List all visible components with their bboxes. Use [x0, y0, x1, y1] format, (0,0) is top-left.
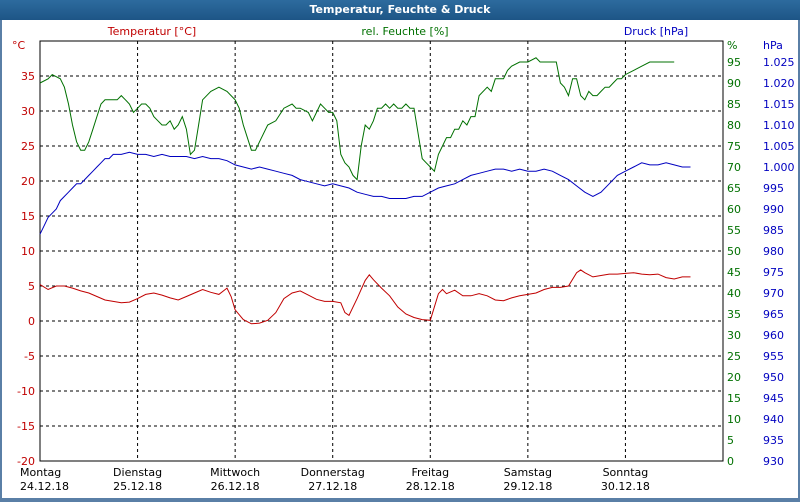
y-tick-label-humidity: 95	[727, 56, 741, 69]
y-tick-label-temperature: -5	[24, 350, 35, 363]
series-line-temperature	[39, 269, 691, 325]
y-tick-label-pressure: 985	[763, 224, 784, 237]
legend-temperature: Temperatur [°C]	[107, 25, 196, 38]
y-tick-label-pressure: 945	[763, 392, 784, 405]
y-tick-label-pressure: 995	[763, 182, 784, 195]
y-tick-label-pressure: 965	[763, 308, 784, 321]
x-tick-label-date: 29.12.18	[503, 480, 552, 493]
legend-humidity: rel. Feuchte [%]	[361, 25, 448, 38]
y-tick-label-pressure: 1.025	[763, 56, 795, 69]
y-tick-label-pressure: 1.010	[763, 119, 795, 132]
x-tick-label-date: 26.12.18	[211, 480, 260, 493]
axis-unit-temperature: °C	[12, 39, 26, 52]
chart-svg: -20 -15 -10 -5 0 5 10 15 20 25 30 35 0 5 10 15 20 25 30 35 4…	[12, 25, 795, 493]
x-tick-label-date: 24.12.18	[20, 480, 69, 493]
y-tick-label-temperature: -10	[17, 385, 35, 398]
y-tick-label-pressure: 970	[763, 287, 784, 300]
y-tick-label-temperature: -15	[17, 420, 35, 433]
x-tick-label-day: Mittwoch	[210, 466, 260, 479]
y-tick-label-humidity: 35	[727, 308, 741, 321]
y-tick-label-pressure: 940	[763, 413, 784, 426]
y-tick-label-humidity: 90	[727, 77, 741, 90]
y-tick-label-humidity: 25	[727, 350, 741, 363]
y-tick-label-humidity: 10	[727, 413, 741, 426]
series-line-pressure	[39, 151, 691, 235]
plot-area: -20 -15 -10 -5 0 5 10 15 20 25 30 35 0 5 10 15 20 25 30 35 4…	[2, 20, 798, 498]
y-tick-label-temperature: 35	[21, 70, 35, 83]
y-tick-label-pressure: 950	[763, 371, 784, 384]
y-tick-label-pressure: 975	[763, 266, 784, 279]
y-tick-label-pressure: 1.005	[763, 140, 795, 153]
y-tick-label-pressure: 980	[763, 245, 784, 258]
y-tick-label-temperature: 5	[28, 280, 35, 293]
y-tick-label-humidity: 0	[727, 455, 734, 468]
x-tick-label-day: Samstag	[504, 466, 552, 479]
y-tick-label-humidity: 50	[727, 245, 741, 258]
y-tick-label-humidity: 80	[727, 119, 741, 132]
y-tick-label-temperature: 25	[21, 140, 35, 153]
y-tick-label-pressure: 1.020	[763, 77, 795, 90]
x-tick-label-day: Freitag	[411, 466, 449, 479]
y-tick-label-pressure: 955	[763, 350, 784, 363]
y-tick-label-humidity: 70	[727, 161, 741, 174]
y-tick-label-humidity: 40	[727, 287, 741, 300]
x-tick-label-day: Dienstag	[113, 466, 162, 479]
y-tick-label-pressure: 960	[763, 329, 784, 342]
x-tick-label-day: Sonntag	[603, 466, 649, 479]
y-tick-label-humidity: 60	[727, 203, 741, 216]
axis-unit-humidity: %	[727, 39, 737, 52]
y-tick-label-pressure: 935	[763, 434, 784, 447]
y-tick-label-temperature: 10	[21, 245, 35, 258]
y-tick-label-pressure: 990	[763, 203, 784, 216]
y-tick-label-pressure: 1.000	[763, 161, 795, 174]
y-tick-label-humidity: 65	[727, 182, 741, 195]
window-title: Temperatur, Feuchte & Druck	[0, 0, 800, 20]
x-tick-label-day: Donnerstag	[301, 466, 365, 479]
y-tick-label-temperature: 30	[21, 105, 35, 118]
x-tick-label-date: 30.12.18	[601, 480, 650, 493]
y-tick-label-pressure: 930	[763, 455, 784, 468]
y-tick-label-humidity: 55	[727, 224, 741, 237]
y-tick-label-humidity: 20	[727, 371, 741, 384]
x-tick-label-date: 25.12.18	[113, 480, 162, 493]
x-tick-label-date: 27.12.18	[308, 480, 357, 493]
axis-unit-pressure: hPa	[763, 39, 783, 52]
y-tick-label-humidity: 5	[727, 434, 734, 447]
y-tick-label-temperature: -20	[17, 455, 35, 468]
y-tick-label-humidity: 45	[727, 266, 741, 279]
y-tick-label-temperature: 0	[28, 315, 35, 328]
y-tick-label-humidity: 15	[727, 392, 741, 405]
y-tick-label-temperature: 15	[21, 210, 35, 223]
legend-pressure: Druck [hPa]	[624, 25, 688, 38]
y-tick-label-humidity: 75	[727, 140, 741, 153]
y-tick-label-humidity: 30	[727, 329, 741, 342]
y-tick-label-pressure: 1.015	[763, 98, 795, 111]
y-tick-label-temperature: 20	[21, 175, 35, 188]
x-tick-label-date: 28.12.18	[406, 480, 455, 493]
plot-border	[39, 40, 724, 462]
series-line-humidity	[39, 57, 675, 181]
y-tick-label-humidity: 85	[727, 98, 741, 111]
x-tick-label-day: Montag	[20, 466, 61, 479]
